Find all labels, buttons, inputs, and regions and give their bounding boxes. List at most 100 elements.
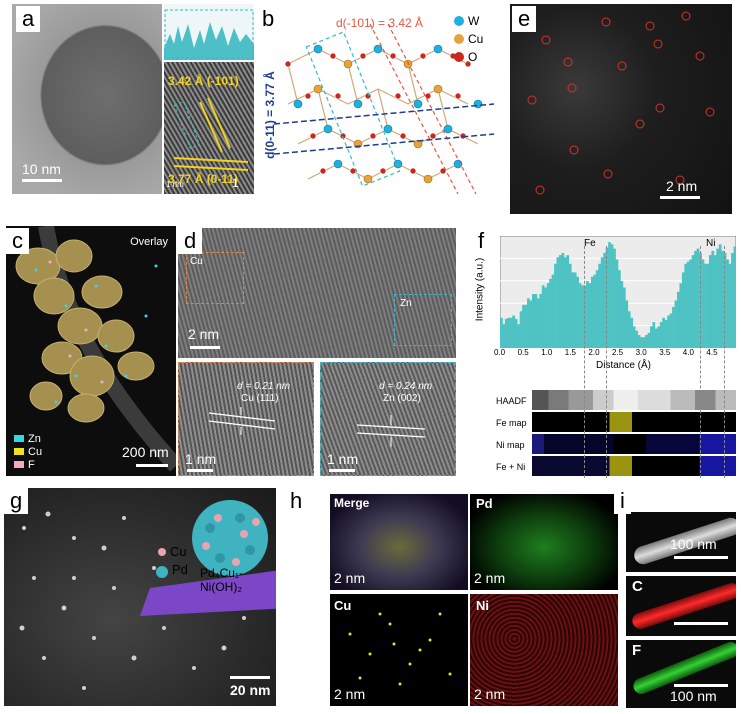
formula-label: Pd₄Cu₁-Ni(OH)₂: [200, 566, 243, 594]
profile-bar: [590, 276, 594, 348]
cu-label: Cu: [334, 598, 352, 613]
profile-bar: [600, 257, 604, 348]
profile-bar: [588, 283, 592, 348]
eds-merge-map: Merge 2 nm: [330, 494, 468, 590]
profile-bar: [657, 326, 661, 348]
panel-d-hrtem-top: Cu Zn 2 nm: [178, 228, 456, 358]
nanoparticle-dots: [19, 511, 246, 690]
profile-bar: [669, 313, 673, 348]
d-spacing-label-011: d(0-11) = 3.77 Å: [263, 71, 277, 159]
scale-label: 200 nm: [122, 444, 169, 460]
zn-region-label: Zn: [400, 298, 412, 309]
scale-bar: [22, 179, 62, 182]
profile-bar: [647, 332, 651, 348]
row-label-haadf: HAADF: [496, 396, 527, 406]
scale-label: 2 nm: [474, 686, 506, 702]
scale-bar: [674, 556, 728, 559]
profile-chart-svg: [500, 236, 736, 348]
legend-item-cu: Cu: [14, 445, 42, 458]
panel-c-eds-overlay: Overlay Zn Cu F 200 nm: [6, 226, 176, 476]
profile-bar: [664, 319, 668, 348]
eds-pd-map: Pd 2 nm: [470, 494, 618, 590]
profile-bar: [524, 304, 528, 348]
profile-bar: [517, 324, 520, 348]
profile-bar: [635, 330, 638, 348]
eds-ni-map: Ni 2 nm: [470, 594, 618, 706]
row-label-ni: Ni map: [496, 440, 525, 450]
element-legend: Zn Cu F: [14, 432, 42, 471]
profile-bar: [556, 257, 560, 348]
panel-label-f: f: [472, 228, 491, 254]
x-tick-label: 1.5: [564, 348, 576, 357]
legend-label: O: [468, 50, 478, 64]
zn-swatch: [14, 435, 24, 442]
ni-label: Ni: [476, 598, 489, 613]
crystal-lattice-svg: [273, 23, 495, 195]
cu-region-box: [186, 252, 244, 304]
profile-bar: [694, 250, 697, 348]
panel-label-a: a: [16, 6, 41, 32]
profile-bar: [610, 244, 614, 348]
profile-bar: [645, 335, 648, 348]
zn-lattice-lines: [356, 415, 426, 447]
profile-bar: [662, 317, 666, 348]
x-tick-label: 1.0: [541, 348, 553, 357]
panel-a-main-image: 10 nm: [12, 4, 162, 194]
scale-label: 20 nm: [230, 682, 271, 698]
profile-bar: [618, 270, 621, 348]
legend-label: Zn: [28, 432, 41, 445]
scale-label: 2 nm: [188, 326, 220, 342]
panel-g-haadf: Cu Pd Pd₄Cu₁-Ni(OH)₂ 20 nm: [4, 488, 276, 706]
profile-bar: [733, 246, 736, 348]
panel-a-hrtem-inset: 3.42 Å (-101) 3.77 Å (0-11) 1 nm 1 nm: [164, 62, 254, 194]
profile-bar: [561, 252, 565, 348]
profile-bar: [534, 294, 538, 348]
cu-plane: Cu (111): [241, 393, 279, 404]
legend-item-cu: Cu: [454, 30, 483, 48]
profile-bar: [613, 248, 616, 348]
guide-line-2: [606, 246, 607, 478]
cu-d-spacing: d = 0.21 nm: [237, 381, 291, 392]
profile-bar: [625, 300, 629, 348]
haadf-strip: [532, 390, 736, 410]
lattice-label-101: 3.42 Å (-101): [168, 74, 239, 88]
profile-bar: [571, 272, 575, 348]
zn-plane: Zn (002): [383, 393, 421, 404]
panel-label-e: e: [512, 6, 537, 32]
profile-bar: [652, 322, 656, 348]
panel-d-cu-zoom: d = 0.21 nm Cu (111) 1 nm: [178, 362, 314, 476]
profile-bar: [640, 337, 643, 348]
panel-e-haadf-image: 2 nm: [510, 4, 732, 214]
scale-bar: [674, 622, 728, 625]
legend-item-f: F: [14, 458, 42, 471]
profile-bar: [674, 300, 678, 348]
lattice-label-011: 3.77 Å (0-11): [168, 172, 239, 186]
profile-bar: [696, 248, 700, 348]
profile-bar: [546, 283, 550, 348]
profile-bar: [514, 318, 518, 348]
scale-label: 100 nm: [670, 688, 717, 704]
panel-label-c: c: [6, 228, 29, 254]
f-swatch: [14, 461, 24, 468]
w-atom-icon: [454, 16, 464, 26]
profile-bar: [559, 255, 562, 348]
scale-bar: [660, 196, 700, 199]
scale-bar: [674, 684, 728, 687]
scale-label: 1 nm: [327, 451, 359, 467]
profile-bar: [573, 272, 577, 348]
scale-bar: [136, 464, 168, 467]
eds-cu-map: Cu 2 nm: [330, 594, 468, 706]
panel-d-zn-zoom: d = 0.24 nm Zn (002) 1 nm: [320, 362, 456, 476]
x-tick-label: 0.0: [494, 348, 506, 357]
profile-bar: [689, 259, 693, 348]
panel-label-b: b: [256, 6, 281, 32]
profile-bar: [500, 317, 503, 348]
profile-bar: [711, 250, 715, 348]
profile-bar: [554, 263, 557, 348]
o-atom-icon: [454, 52, 464, 62]
profile-bar: [704, 263, 707, 348]
scale-label-inset: 1 nm: [232, 176, 249, 194]
scale-bar: [329, 469, 355, 472]
intensity-profile-chart: [164, 9, 254, 60]
cu-lattice-lines: [208, 407, 276, 435]
